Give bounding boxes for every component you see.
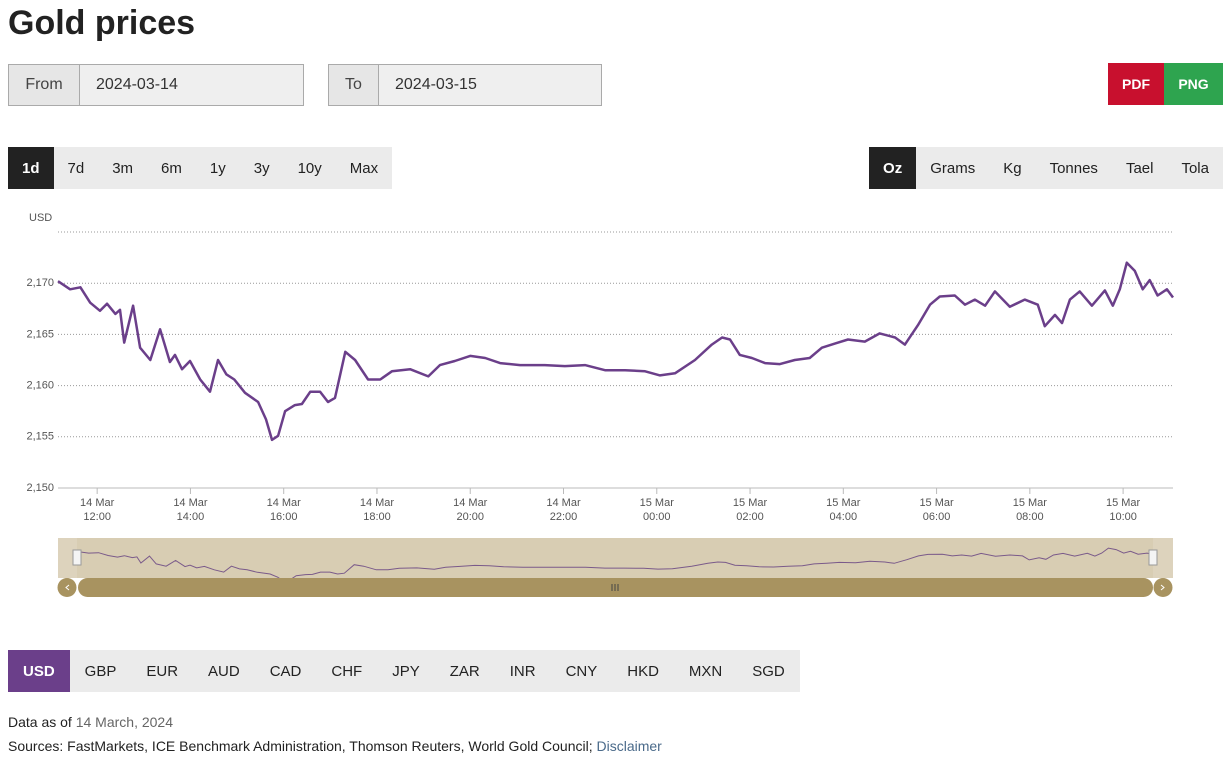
unit-button[interactable]: Oz (869, 147, 917, 189)
scroll-grip (611, 584, 619, 591)
x-tick-label: 15 Mar 06:00 (919, 497, 954, 523)
from-label: From (9, 65, 80, 105)
scroll-left[interactable] (57, 578, 77, 597)
price-line (57, 261, 1175, 442)
navigator-window (77, 538, 1153, 578)
unit-button[interactable]: Kg (1003, 159, 1022, 177)
y-tick-label: 2,160 (26, 380, 54, 392)
range-button[interactable]: 3y (253, 159, 270, 177)
currency-button[interactable]: INR (509, 662, 536, 680)
y-tick-label: 2,150 (26, 482, 54, 494)
png-button[interactable]: PNG (1164, 63, 1223, 105)
x-tick-label: 14 Mar 14:00 (173, 497, 208, 523)
currency-button[interactable]: MXN (688, 662, 723, 680)
nav-handle-right[interactable] (1148, 549, 1158, 566)
scroll-right[interactable] (1153, 578, 1173, 597)
x-tick-label: 15 Mar 02:00 (732, 497, 768, 523)
unit-button[interactable]: Tonnes (1049, 159, 1098, 177)
currency-button[interactable]: USD (8, 650, 70, 692)
disclaimer-link[interactable]: Disclaimer (596, 738, 662, 754)
currency-button[interactable]: HKD (627, 662, 659, 680)
x-tick-label: 15 Mar 10:00 (1105, 497, 1141, 523)
navigator-line (76, 547, 1154, 582)
range-button[interactable]: Max (349, 159, 379, 177)
currency-button[interactable]: ZAR (449, 662, 480, 680)
range-button[interactable]: 3m (112, 159, 134, 177)
to-label: To (329, 65, 379, 105)
currency-buttons: USD GBP EUR AUD CAD CHF JPY ZAR INR CNY HKD MXN SGD (8, 650, 800, 692)
from-field[interactable]: From 2024-03-14 (8, 64, 304, 106)
x-tick-label: 15 Mar 08:00 (1012, 497, 1047, 523)
x-tick-label: 14 Mar 16:00 (266, 497, 301, 523)
data-as-of-date: 14 March, 2024 (75, 714, 174, 730)
x-tick-label: 14 Mar 22:00 (546, 497, 581, 523)
sources: Sources: FastMarkets, ICE Benchmark Admi… (8, 738, 662, 754)
x-tick-label: 14 Mar 18:00 (359, 497, 395, 523)
currency-button[interactable]: CNY (565, 662, 598, 680)
currency-button[interactable]: JPY (392, 662, 420, 680)
currency-button[interactable]: GBP (84, 662, 117, 680)
unit-button[interactable]: Tola (1181, 159, 1209, 177)
currency-button[interactable]: CHF (331, 662, 363, 680)
to-value[interactable]: 2024-03-15 (395, 76, 477, 93)
x-tick-label: 14 Mar 20:00 (453, 497, 488, 523)
x-tick-label: 15 Mar 00:00 (639, 497, 674, 523)
currency-button[interactable]: EUR (146, 662, 179, 680)
y-axis-unit: USD (29, 212, 52, 224)
page-title: Gold prices (8, 4, 196, 42)
range-button[interactable]: 7d (67, 159, 85, 177)
range-button[interactable]: 1y (209, 159, 226, 177)
currency-button[interactable]: AUD (208, 662, 240, 680)
range-button[interactable]: 1d (8, 147, 54, 189)
nav-handle-left[interactable] (72, 549, 82, 566)
x-tick-label: 15 Mar 04:00 (826, 497, 861, 523)
unit-button[interactable]: Tael (1125, 159, 1154, 177)
y-tick-label: 2,170 (26, 277, 54, 289)
currency-button[interactable]: SGD (752, 662, 785, 680)
to-field[interactable]: To 2024-03-15 (328, 64, 602, 106)
unit-buttons: Oz Grams Kg Tonnes Tael Tola (869, 147, 1223, 189)
scroll-arrows (65, 584, 1165, 591)
currency-button[interactable]: CAD (269, 662, 302, 680)
range-button[interactable]: 10y (297, 159, 322, 177)
data-as-of-label: Data as of (8, 714, 72, 730)
pdf-button[interactable]: PDF (1108, 63, 1164, 105)
range-buttons: 1d 7d 3m 6m 1y 3y 10y Max (8, 147, 393, 189)
y-tick-label: 2,155 (26, 431, 54, 443)
sources-text: Sources: FastMarkets, ICE Benchmark Admi… (8, 738, 593, 754)
unit-button[interactable]: Grams (930, 159, 976, 177)
from-value[interactable]: 2024-03-14 (96, 76, 178, 93)
x-tick-label: 14 Mar 12:00 (80, 497, 115, 523)
range-button[interactable]: 6m (161, 159, 182, 177)
data-as-of: Data as of 14 March, 2024 (8, 714, 173, 730)
y-tick-label: 2,165 (26, 328, 54, 340)
chart: USD 2,150 2,155 2,160 2,165 2,170 (26, 212, 1175, 597)
